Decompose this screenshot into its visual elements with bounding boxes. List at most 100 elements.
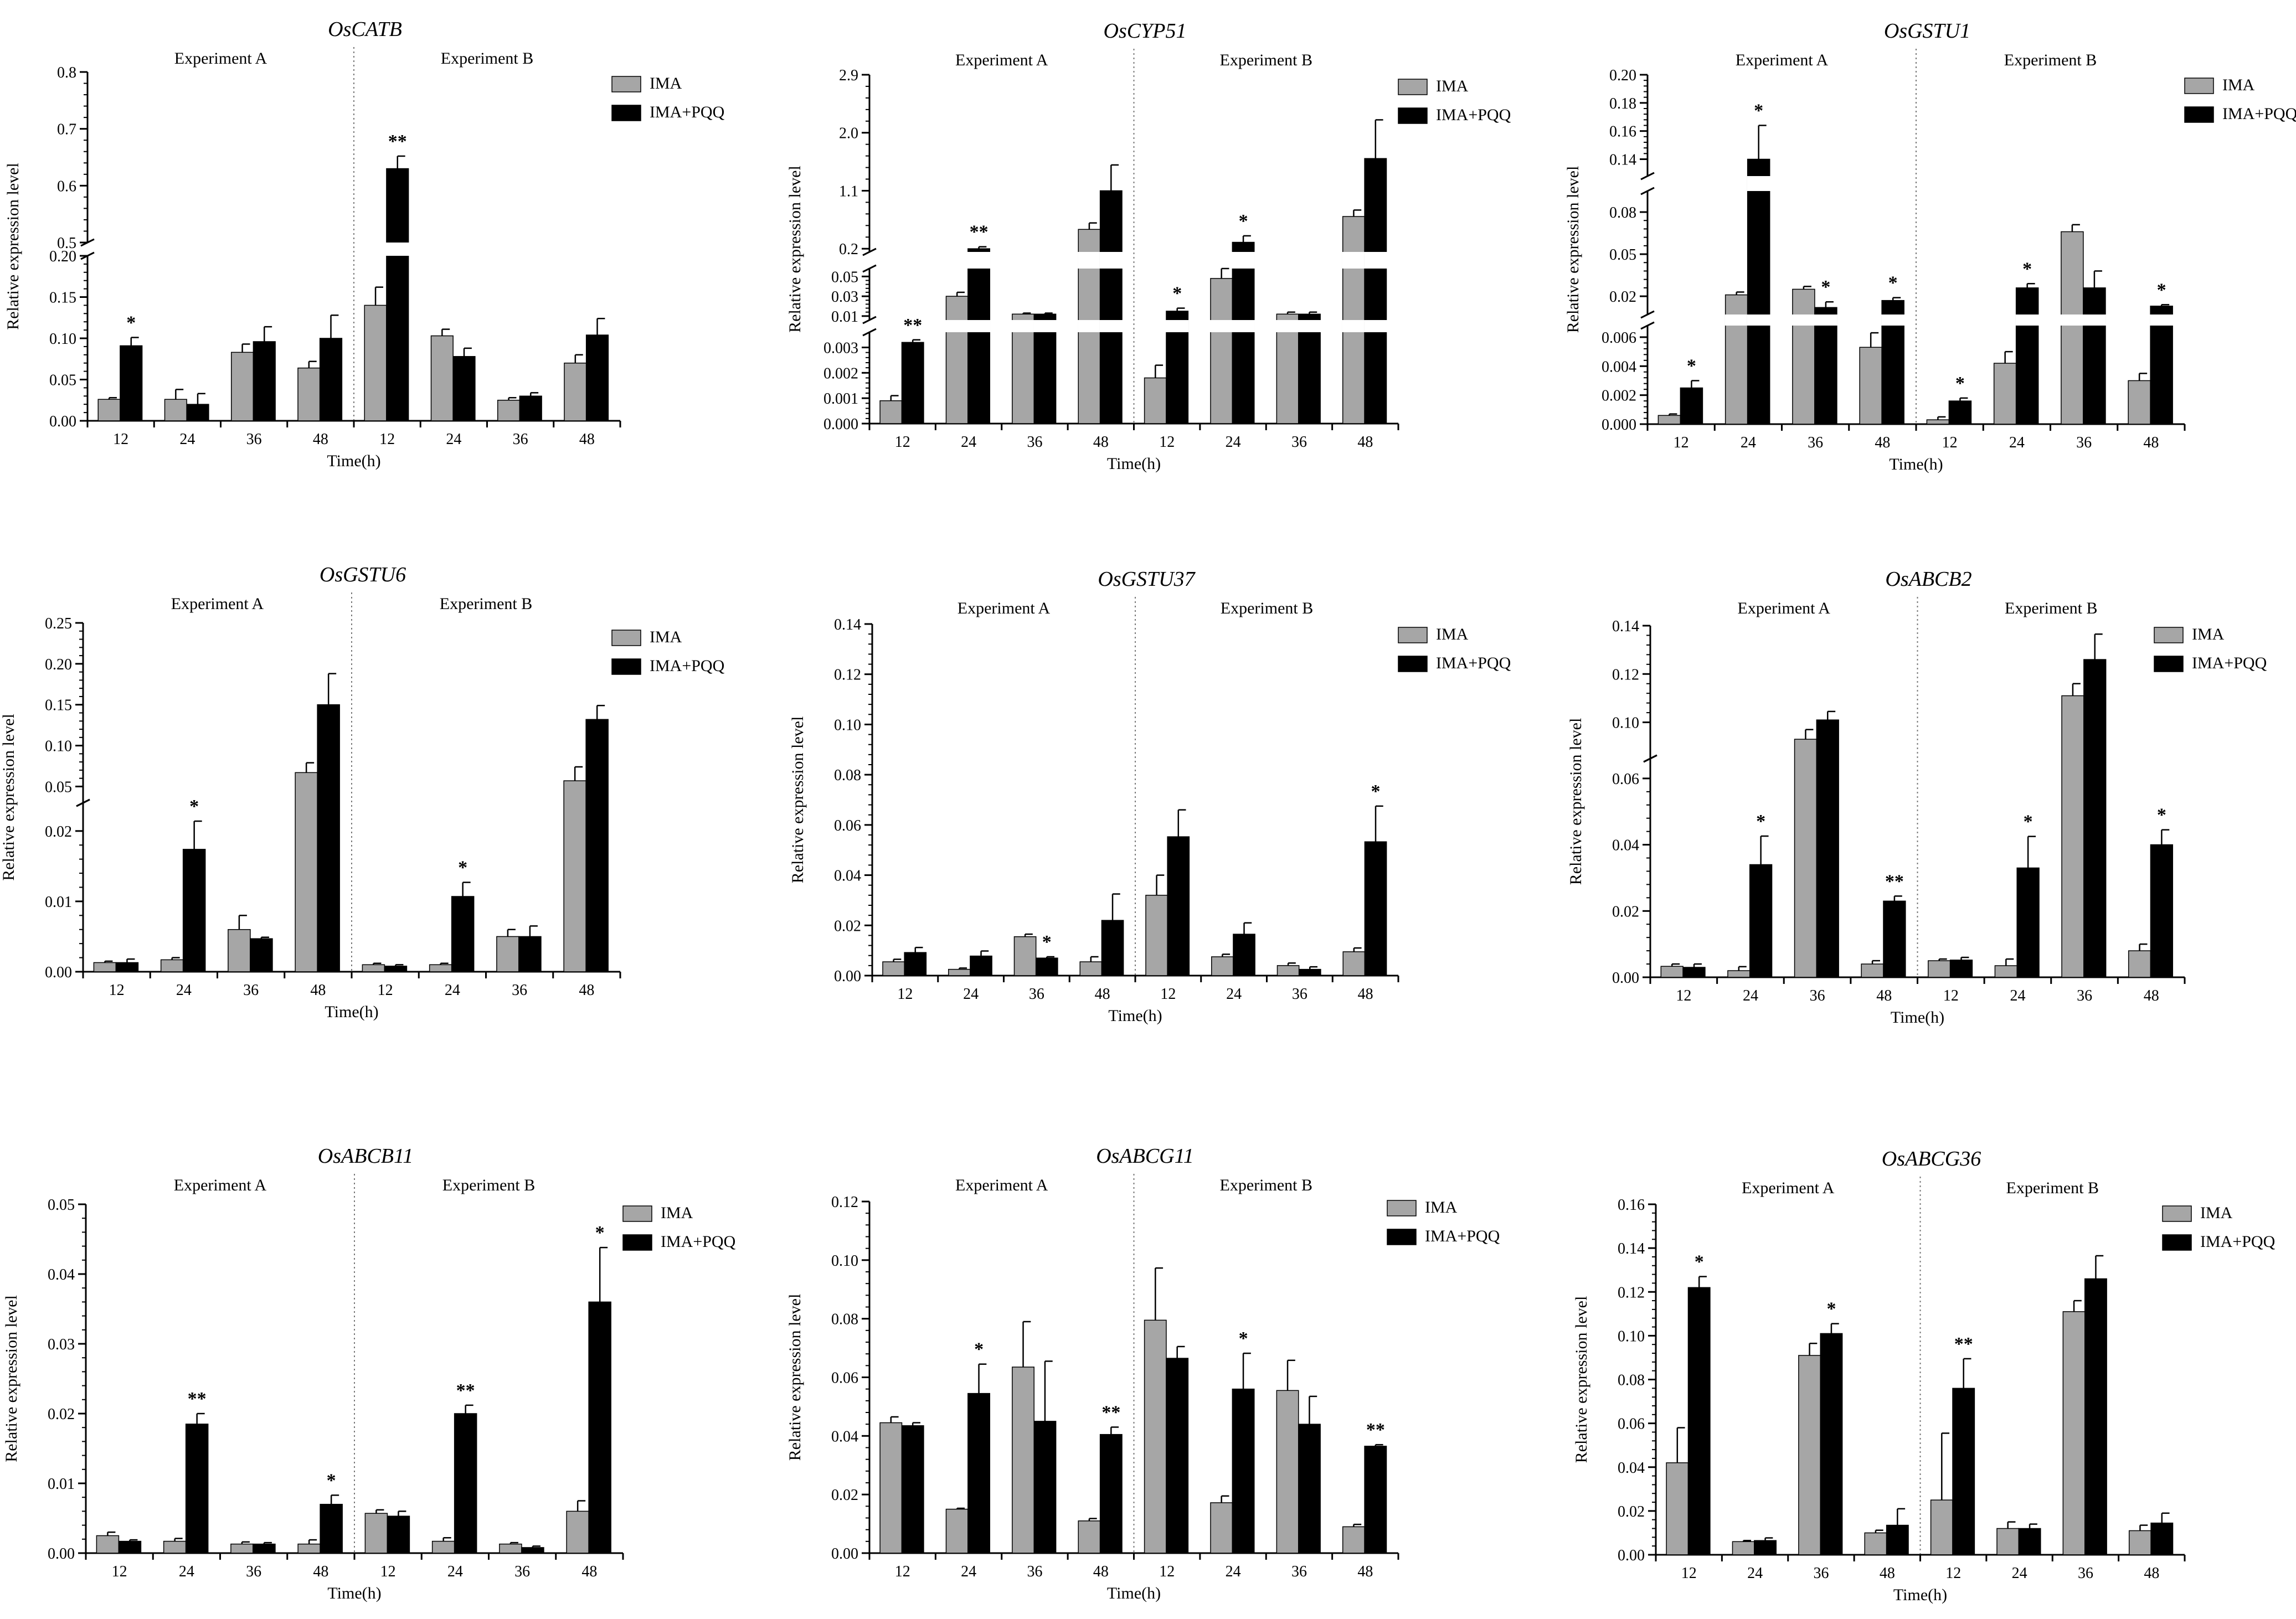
x-tick-label: 12 bbox=[1681, 1565, 1697, 1582]
bar-ima bbox=[1859, 347, 1882, 425]
bar-ima bbox=[1211, 956, 1234, 976]
y-tick-label: 0.02 bbox=[1618, 1503, 1645, 1520]
experiment-a-label: Experiment A bbox=[955, 1176, 1048, 1194]
experiment-a-label: Experiment A bbox=[1738, 599, 1831, 617]
y-tick-label: 0.10 bbox=[49, 331, 76, 348]
legend-swatch bbox=[2154, 656, 2184, 672]
bar-ima-pqq bbox=[253, 341, 276, 421]
bar-break-gap bbox=[2082, 314, 2106, 326]
experiment-b-label: Experiment B bbox=[442, 1176, 535, 1194]
y-tick-label: 0.006 bbox=[1602, 329, 1636, 347]
x-tick-label: 12 bbox=[1674, 434, 1689, 451]
bar-ima-pqq bbox=[1033, 313, 1057, 424]
y-tick-label: 0.04 bbox=[1612, 837, 1639, 854]
chart-title: OsGSTU37 bbox=[1098, 568, 1196, 591]
legend-swatch bbox=[611, 658, 641, 675]
y-tick-label: 0.002 bbox=[1602, 388, 1636, 405]
bar-ima-pqq bbox=[1364, 158, 1387, 424]
legend-label: IMA+PQQ bbox=[650, 103, 725, 121]
y-tick-label: 0.15 bbox=[45, 697, 72, 714]
bar-break-gap bbox=[1011, 320, 1035, 332]
significance-mark: ** bbox=[970, 222, 989, 243]
bar-ima bbox=[1794, 739, 1818, 978]
y-tick-label: 0.002 bbox=[823, 365, 858, 382]
significance-mark: * bbox=[1687, 355, 1696, 376]
x-tick-label: 24 bbox=[961, 1563, 976, 1580]
x-tick-label: 12 bbox=[1159, 434, 1175, 451]
bar-ima-pqq bbox=[1167, 836, 1190, 976]
legend-label: IMA bbox=[2222, 76, 2255, 94]
bar-ima bbox=[1342, 951, 1366, 976]
y-tick-label: 0.05 bbox=[45, 778, 72, 796]
x-tick-label: 48 bbox=[1875, 434, 1890, 451]
bar-ima-pqq bbox=[387, 1515, 410, 1554]
bar-ima bbox=[1993, 363, 2017, 425]
y-tick-label: 0.06 bbox=[1612, 771, 1639, 788]
y-tick-label: 0.14 bbox=[1618, 1240, 1645, 1257]
y-tick-label: 2.0 bbox=[839, 125, 858, 142]
chart-panel: OsGSTU6 Experiment A Experiment B 0.00 0.01 0… bbox=[0, 563, 725, 1021]
significance-mark: ** bbox=[388, 131, 407, 152]
significance-mark: * bbox=[1371, 781, 1381, 802]
bar-ima-pqq bbox=[1749, 864, 1773, 978]
x-tick-label: 36 bbox=[1029, 986, 1044, 1003]
y-tick-label: 2.9 bbox=[839, 67, 858, 84]
bar-ima bbox=[1727, 970, 1751, 978]
x-tick-label: 12 bbox=[895, 1563, 910, 1580]
y-tick-label: 0.14 bbox=[1609, 152, 1636, 169]
axis-break bbox=[862, 316, 877, 324]
bar-ima bbox=[1792, 288, 1815, 425]
y-tick-label: 0.00 bbox=[48, 1545, 75, 1563]
y-tick-label: 0.12 bbox=[1612, 666, 1639, 683]
legend-label: IMA+PQQ bbox=[1436, 654, 1511, 672]
bar-ima bbox=[297, 1543, 321, 1554]
significance-mark: * bbox=[1826, 1299, 1836, 1319]
x-axis-label: Time(h) bbox=[327, 452, 380, 470]
bar-ima-pqq bbox=[2083, 659, 2107, 978]
y-tick-label: 0.10 bbox=[834, 716, 861, 734]
significance-mark: * bbox=[327, 1470, 336, 1491]
experiment-b-label: Experiment B bbox=[1220, 51, 1312, 69]
bar-ima-pqq bbox=[320, 1504, 343, 1554]
legend-label: IMA bbox=[1436, 77, 1469, 95]
bar-ima bbox=[163, 1540, 187, 1554]
legend-label: IMA+PQQ bbox=[1425, 1227, 1500, 1245]
bar-ima-pqq bbox=[2015, 287, 2039, 425]
bar-ima bbox=[1930, 1499, 1953, 1555]
bar-break-gap bbox=[1099, 320, 1123, 332]
bar-ima-pqq bbox=[585, 334, 609, 421]
y-axis-label: Relative expression level bbox=[4, 163, 22, 330]
x-axis-label: Time(h) bbox=[327, 1584, 381, 1602]
bar-ima-pqq bbox=[1099, 1434, 1123, 1554]
y-tick-label: 0.20 bbox=[1609, 67, 1636, 84]
legend-swatch bbox=[1398, 627, 1428, 643]
bar-ima-pqq bbox=[1298, 1424, 1321, 1554]
x-tick-label: 24 bbox=[2010, 987, 2025, 1004]
significance-mark: * bbox=[1821, 277, 1830, 297]
bar-ima bbox=[1342, 1526, 1365, 1554]
bar-ima-pqq bbox=[1886, 1524, 1909, 1555]
significance-mark: * bbox=[1695, 1252, 1704, 1272]
x-tick-label: 48 bbox=[313, 1563, 328, 1580]
bar-ima bbox=[2128, 950, 2151, 978]
legend-swatch bbox=[611, 76, 641, 92]
significance-mark: * bbox=[1239, 211, 1248, 231]
chart-title: OsABCB11 bbox=[318, 1144, 413, 1168]
bar-ima bbox=[1724, 294, 1748, 425]
bar-ima-pqq bbox=[118, 1540, 142, 1554]
bar-ima-pqq bbox=[1232, 241, 1255, 424]
legend-swatch bbox=[1398, 656, 1428, 672]
y-tick-label: 0.003 bbox=[823, 340, 858, 357]
bar-ima-pqq bbox=[386, 168, 409, 421]
legend-label: IMA bbox=[1436, 625, 1469, 643]
y-tick-label: 0.01 bbox=[831, 308, 858, 326]
x-axis-label: Time(h) bbox=[325, 1003, 378, 1021]
chart-panel: OsCYP51 Experiment A Experiment B 0.000 0.00… bbox=[786, 19, 1511, 473]
bar-ima bbox=[1798, 1355, 1821, 1555]
significance-mark: * bbox=[189, 796, 199, 817]
y-axis-label: Relative expression level bbox=[2, 1295, 20, 1462]
bar-ima-pqq bbox=[182, 849, 206, 972]
x-axis-label: Time(h) bbox=[1108, 1007, 1162, 1025]
legend-swatch bbox=[1387, 1200, 1417, 1216]
significance-mark: * bbox=[595, 1223, 605, 1243]
